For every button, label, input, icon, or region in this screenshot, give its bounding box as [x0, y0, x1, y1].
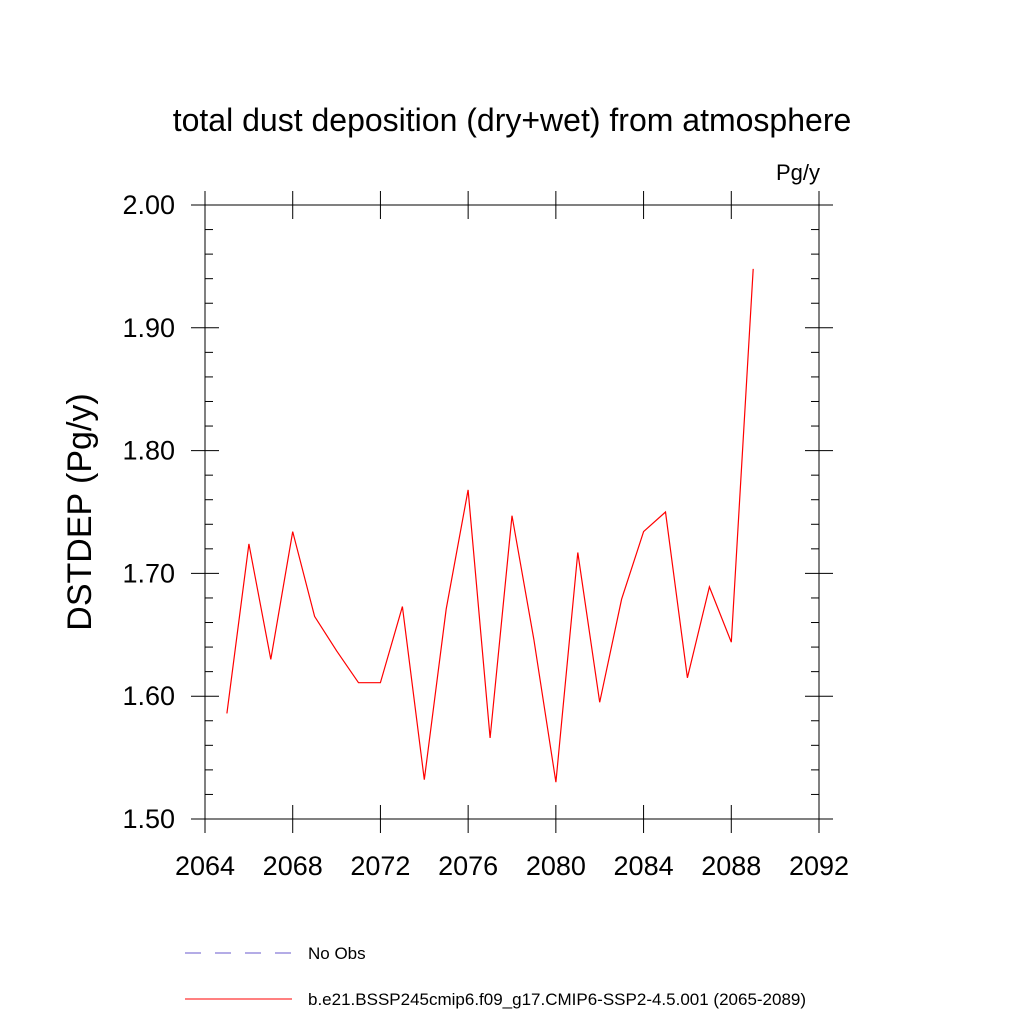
x-tick-label: 2076 [438, 851, 498, 881]
x-tick-label: 2064 [175, 851, 235, 881]
x-tick-label: 2088 [701, 851, 761, 881]
legend-label: b.e21.BSSP245cmip6.f09_g17.CMIP6-SSP2-4.… [308, 990, 806, 1009]
y-tick-labels: 1.50 1.60 1.70 1.80 1.90 2.00 [122, 190, 175, 834]
y-tick-label: 1.90 [122, 313, 175, 343]
y-tick-label: 1.80 [122, 436, 175, 466]
series-line [226, 268, 754, 783]
x-tick-label: 2072 [350, 851, 410, 881]
x-tick-label: 2084 [614, 851, 674, 881]
legend-label: No Obs [308, 944, 366, 963]
major-ticks [191, 191, 833, 833]
x-tick-labels: 2064 2068 2072 2076 2080 2084 2088 2092 [175, 851, 849, 881]
minor-ticks [205, 229, 819, 795]
chart-title: total dust deposition (dry+wet) from atm… [173, 102, 852, 138]
series-layer [226, 268, 754, 783]
plot-frame [204, 204, 820, 820]
x-tick-label: 2092 [789, 851, 849, 881]
y-tick-label: 2.00 [122, 190, 175, 220]
units-label: Pg/y [776, 160, 820, 185]
legend: No Obs b.e21.BSSP245cmip6.f09_g17.CMIP6-S… [185, 944, 806, 1009]
y-tick-label: 1.50 [122, 804, 175, 834]
x-tick-label: 2080 [526, 851, 586, 881]
y-tick-label: 1.70 [122, 558, 175, 588]
x-tick-label: 2068 [263, 851, 323, 881]
y-axis-label: DSTDEP (Pg/y) [61, 393, 99, 630]
y-tick-label: 1.60 [122, 681, 175, 711]
